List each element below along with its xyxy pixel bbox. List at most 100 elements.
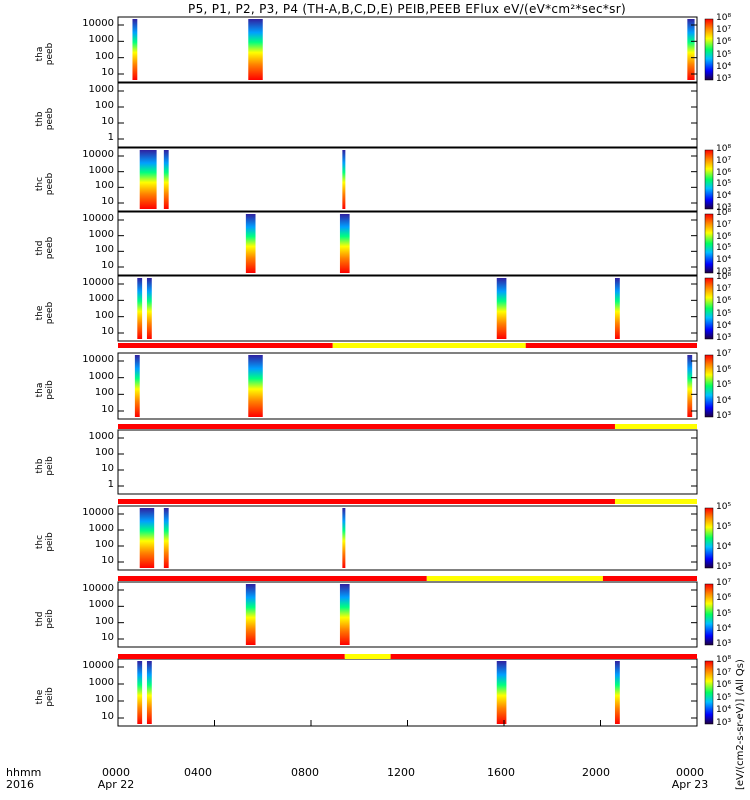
colorbar-2 — [704, 149, 714, 210]
colorbar-tick-7-3: 10³ — [716, 562, 732, 572]
colorbar-tick-4-0: 10⁸ — [716, 272, 732, 282]
colorbar-tick-8-4: 10³ — [716, 639, 732, 649]
y-tick-label-4-0: 10000 — [82, 277, 114, 288]
y-tick-label-7-0: 10000 — [82, 507, 114, 518]
colorbar-3 — [704, 213, 714, 274]
x-tick-0: 0000 — [102, 766, 130, 779]
y-tick-label-9-1: 1000 — [88, 677, 114, 688]
colorbar-tick-9-1: 10⁷ — [716, 667, 732, 678]
y-tick-label-3-3: 10 — [101, 260, 114, 271]
colorbar-tick-0-5: 10³ — [716, 74, 732, 84]
colorbar-tick-3-0: 10⁸ — [716, 208, 732, 218]
y-tick-label-0-2: 100 — [94, 50, 114, 62]
y-tick-label-2-3: 10 — [101, 196, 114, 207]
colorbar-tick-9-5: 10³ — [716, 718, 732, 728]
panel-label-1: thb peeb — [35, 107, 55, 131]
panel-label-7: thc peib — [35, 532, 55, 552]
panel-frame-6 — [117, 429, 698, 495]
panel-label-5: tha peib — [35, 380, 55, 400]
y-tick-label-3-2: 100 — [94, 244, 114, 256]
y-tick-label-7-1: 1000 — [88, 523, 114, 534]
spectrum-interval-9-1 — [146, 661, 152, 724]
y-tick-label-7-3: 10 — [101, 555, 114, 566]
colorbar-tick-5-1: 10⁶ — [716, 364, 732, 375]
colorbar-tick-8-3: 10⁴ — [716, 623, 732, 634]
colorbar-tick-9-2: 10⁶ — [716, 680, 732, 691]
colorbar-tick-8-1: 10⁶ — [716, 593, 732, 604]
colorbar-tick-7-0: 10⁵ — [716, 502, 732, 512]
colorbar-tick-0-1: 10⁷ — [716, 25, 732, 36]
flag-bar-4-1 — [332, 343, 526, 348]
y-tick-label-6-0: 1000 — [88, 431, 114, 442]
colorbar-tick-4-3: 10⁵ — [716, 308, 732, 319]
spectrum-interval-4-3 — [614, 278, 620, 339]
y-tick-label-5-0: 10000 — [82, 354, 114, 365]
y-tick-label-3-0: 10000 — [82, 213, 114, 224]
y-tick-label-8-0: 10000 — [82, 583, 114, 594]
flag-bar-4-0 — [118, 343, 333, 348]
y-tick-label-2-0: 10000 — [82, 149, 114, 160]
spectrum-interval-3-0 — [245, 214, 256, 273]
colorbar-tick-5-3: 10⁴ — [716, 395, 732, 406]
spectrum-interval-2-0 — [139, 150, 157, 209]
colorbar-tick-3-5: 10³ — [716, 267, 732, 277]
flag-bar-9-0 — [118, 654, 345, 659]
y-tick-label-0-3: 10 — [101, 67, 114, 78]
colorbar-tick-9-4: 10⁴ — [716, 705, 732, 716]
flag-bar-9-1 — [344, 654, 391, 659]
colorbar-tick-5-4: 10³ — [716, 411, 732, 421]
colorbar-tick-4-1: 10⁷ — [716, 284, 732, 295]
colorbar-tick-0-2: 10⁶ — [716, 37, 732, 48]
spectrum-interval-5-2 — [687, 355, 693, 417]
panel-frame-7 — [117, 505, 698, 571]
flag-bar-7-1 — [614, 499, 697, 504]
colorbar-tick-3-3: 10⁵ — [716, 243, 732, 254]
colorbar-tick-8-2: 10⁵ — [716, 608, 732, 619]
spectrum-interval-8-0 — [245, 584, 256, 645]
panel-frame-0 — [117, 16, 698, 83]
colorbar-tick-2-3: 10⁵ — [716, 179, 732, 190]
colorbar-tick-2-1: 10⁷ — [716, 155, 732, 166]
y-tick-label-0-1: 1000 — [88, 34, 114, 46]
x-tick-5: 2000 — [582, 766, 610, 779]
colorbar-7 — [704, 507, 714, 569]
y-tick-label-4-3: 10 — [101, 326, 114, 337]
y-tick-label-2-2: 100 — [94, 180, 114, 192]
y-tick-label-1-3: 1 — [107, 132, 114, 143]
colorbar-tick-4-4: 10⁴ — [716, 320, 732, 331]
colorbar-tick-5-2: 10⁵ — [716, 380, 732, 390]
y-tick-label-3-1: 1000 — [88, 228, 114, 240]
spectrum-interval-9-0 — [137, 661, 143, 724]
colorbar-tick-3-1: 10⁷ — [716, 219, 732, 230]
panel-label-4: the peeb — [35, 301, 55, 324]
x-tick-4: 1600 — [487, 766, 515, 779]
panel-frame-3 — [117, 211, 698, 276]
spectrum-interval-5-0 — [134, 355, 140, 417]
y-tick-label-9-2: 100 — [94, 694, 114, 705]
y-tick-label-0-0: 10000 — [82, 18, 114, 29]
panel-frame-1 — [117, 82, 698, 148]
colorbar-tick-2-0: 10⁸ — [716, 144, 732, 154]
flag-bar-6-0 — [118, 424, 615, 429]
y-tick-label-5-3: 10 — [101, 404, 114, 415]
spectrum-interval-7-1 — [163, 508, 169, 568]
colorbar-5 — [704, 354, 714, 418]
colorbar-tick-3-4: 10⁴ — [716, 255, 732, 266]
spectrum-interval-4-0 — [137, 278, 143, 339]
x-tick-1: 0400 — [184, 766, 212, 779]
x-tick-2: 0800 — [291, 766, 319, 779]
y-tick-label-5-1: 1000 — [88, 370, 114, 382]
colorbar-tick-9-0: 10⁸ — [716, 655, 732, 665]
colorbar-tick-0-4: 10⁴ — [716, 61, 732, 72]
spectrum-interval-5-1 — [248, 355, 263, 417]
flag-bar-8-1 — [426, 576, 603, 581]
y-tick-label-8-1: 1000 — [88, 599, 114, 611]
panel-frame-9 — [117, 658, 698, 727]
flag-bar-6-1 — [614, 424, 697, 429]
flag-bar-7-0 — [118, 499, 615, 504]
time-axis-label: hhmm — [6, 766, 42, 779]
colorbar-tick-4-2: 10⁶ — [716, 296, 732, 307]
colorbar-tick-5-0: 10⁷ — [716, 349, 732, 359]
spectrum-interval-0-1 — [248, 19, 263, 80]
x-tick-3: 1200 — [387, 766, 415, 779]
